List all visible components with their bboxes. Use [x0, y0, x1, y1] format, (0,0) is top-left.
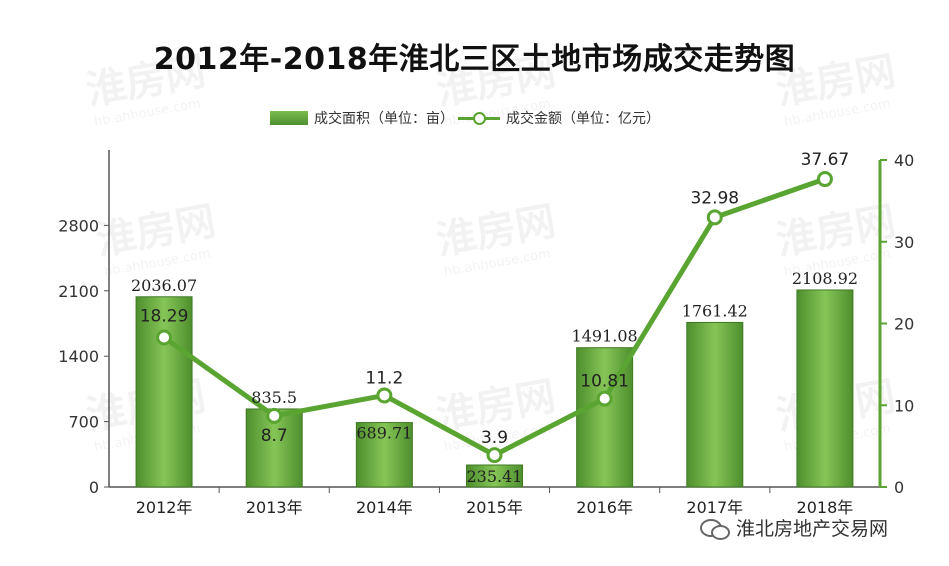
legend-bar-swatch [270, 111, 308, 125]
bar [355, 422, 413, 488]
bar [466, 464, 523, 488]
line-value-label: 18.29 [140, 306, 189, 326]
line-point [156, 329, 173, 346]
line-value-label: 3.9 [481, 428, 508, 448]
line-value-label: 32.98 [690, 188, 739, 208]
x-tick-label: 2016年 [576, 498, 633, 517]
x-tick-label: 2018年 [797, 498, 854, 517]
x-tick-label: 2012年 [136, 498, 193, 517]
bar-value-label: 1761.42 [682, 301, 748, 320]
x-tick-label: 2017年 [686, 498, 743, 517]
bar [796, 289, 854, 488]
wechat-icon [700, 517, 730, 540]
legend-bar-label: 成交面积（单位：亩） [314, 111, 454, 127]
y-left-tick-label: 700 [68, 413, 99, 432]
y-right-tick-label: 20 [894, 315, 914, 334]
x-tick-label: 2015年 [466, 498, 523, 517]
bar-value-label: 1491.08 [572, 327, 638, 346]
y-left-tick-label: 1400 [58, 347, 99, 366]
y-right-tick-label: 0 [894, 478, 904, 497]
bar-value-label: 2036.07 [131, 276, 197, 295]
y-right-tick-label: 30 [894, 233, 914, 252]
y-right-tick-label: 10 [894, 396, 914, 415]
y-right-tick-label: 40 [894, 151, 914, 170]
bar [135, 296, 193, 488]
line-point [816, 171, 833, 188]
y-left-tick-label: 2100 [58, 282, 99, 301]
line-value-label: 8.7 [261, 426, 288, 446]
legend: 成交面积（单位：亩） 成交金额（单位：亿元） [270, 108, 660, 128]
line-point [596, 390, 613, 407]
line-point [486, 447, 503, 464]
x-tick-label: 2013年 [246, 498, 303, 517]
bar-value-label: 235.41 [467, 467, 523, 486]
footer-brand: 淮北房地产交易网 [700, 514, 888, 541]
legend-line-label: 成交金额（单位：亿元） [506, 111, 660, 127]
bar-value-label: 689.71 [356, 424, 412, 443]
line-point [266, 407, 283, 424]
y-left-tick-label: 0 [89, 478, 99, 497]
legend-line-swatch [458, 111, 500, 125]
y-left-tick-label: 2800 [58, 216, 99, 235]
chart-title: 2012年-2018年淮北三区土地市场成交走势图 [153, 42, 796, 77]
line-point [376, 387, 393, 404]
bar-value-label: 835.5 [251, 388, 297, 407]
line-value-label: 11.2 [365, 368, 403, 388]
bar [686, 321, 744, 488]
bar-value-label: 2108.92 [792, 269, 858, 288]
x-tick-label: 2014年 [356, 498, 413, 517]
footer-brand-text: 淮北房地产交易网 [736, 518, 889, 540]
line-value-label: 10.81 [580, 372, 629, 392]
line-point [706, 209, 723, 226]
line-value-label: 37.67 [801, 150, 850, 170]
